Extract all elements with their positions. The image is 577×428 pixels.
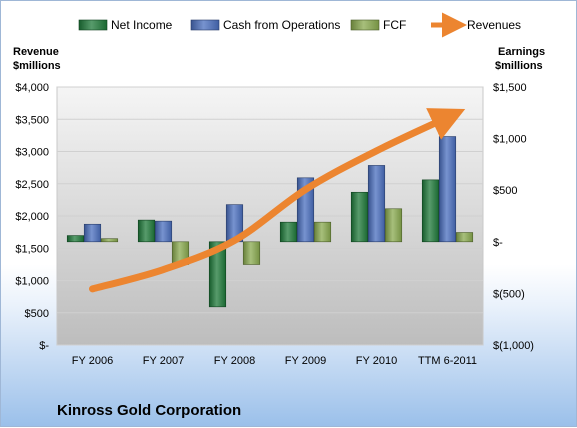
bar-fcf-fy-2008 [242,241,261,265]
left-tick-label: $2,000 [15,211,49,223]
bar-cash-from-operations-fy-2007 [154,220,173,243]
category-label: FY 2009 [285,355,326,367]
legend-swatch [190,19,220,31]
legend: Net Income Cash from Operations FCF Revenue… [78,12,521,38]
revenue-line [89,108,466,293]
category-label: FY 2006 [72,355,113,367]
right-axis-title-line-2: $millions [495,60,543,72]
bar-cash-from-operations-ttm-6-2011 [438,136,457,243]
category-label: FY 2007 [143,355,184,367]
right-tick-label: $- [493,237,503,249]
legend-item-net-income: Net Income [78,18,173,32]
left-tick-label: $500 [25,308,49,320]
category-label: FY 2010 [356,355,397,367]
series-revenues-line [89,108,466,293]
bar-fcf-ttm-6-2011 [455,232,474,243]
bar-fcf-fy-2006 [100,238,119,243]
gridlines [57,86,483,346]
legend-label: Net Income [111,18,173,32]
bar-cash-from-operations-fy-2010 [367,165,386,243]
right-tick-label: $1,000 [493,134,527,146]
axes: $- $500 $1,000 $1,500 $2,000 $2,500 $3,000 $3,5… [15,82,534,367]
left-axis-title-line-1: Revenue [13,46,59,58]
bar-net-income-ttm-6-2011 [421,179,440,243]
bar-fcf-fy-2010 [384,208,403,243]
legend-item-fcf: FCF [350,18,406,32]
left-tick-label: $2,500 [15,179,49,191]
bar-net-income-fy-2009 [279,221,298,243]
left-tick-label: $- [39,340,49,352]
right-tick-label: $(500) [493,288,525,300]
bar-net-income-fy-2006 [66,235,85,243]
right-tick-label: $1,500 [493,82,527,94]
left-axis-title-line-2: $millions [13,60,61,72]
legend-label: Cash from Operations [223,18,340,32]
legend-item-cash-from-operations: Cash from Operations [190,18,340,32]
legend-item-revenues: Revenues [431,12,521,38]
bar-net-income-fy-2007 [137,219,156,243]
bar-fcf-fy-2009 [313,221,332,243]
left-tick-label: $3,000 [15,147,49,159]
left-tick-label: $3,500 [15,114,49,126]
right-tick-label: $500 [493,185,517,197]
company-name: Kinross Gold Corporation [57,402,241,419]
category-label: TTM 6-2011 [418,355,477,367]
legend-swatch [350,19,380,31]
bars [66,136,474,308]
bar-net-income-fy-2008 [208,241,227,308]
left-tick-label: $4,000 [15,82,49,94]
left-tick-label: $1,000 [15,276,49,288]
legend-swatch [78,19,108,31]
legend-label: FCF [383,18,406,32]
bar-net-income-fy-2010 [350,191,369,243]
category-label: FY 2008 [214,355,255,367]
legend-label: Revenues [467,18,521,32]
left-tick-label: $1,500 [15,243,49,255]
bar-cash-from-operations-fy-2006 [83,223,102,243]
right-axis-title-line-1: Earnings [498,46,545,58]
right-tick-label: $(1,000) [493,340,534,352]
